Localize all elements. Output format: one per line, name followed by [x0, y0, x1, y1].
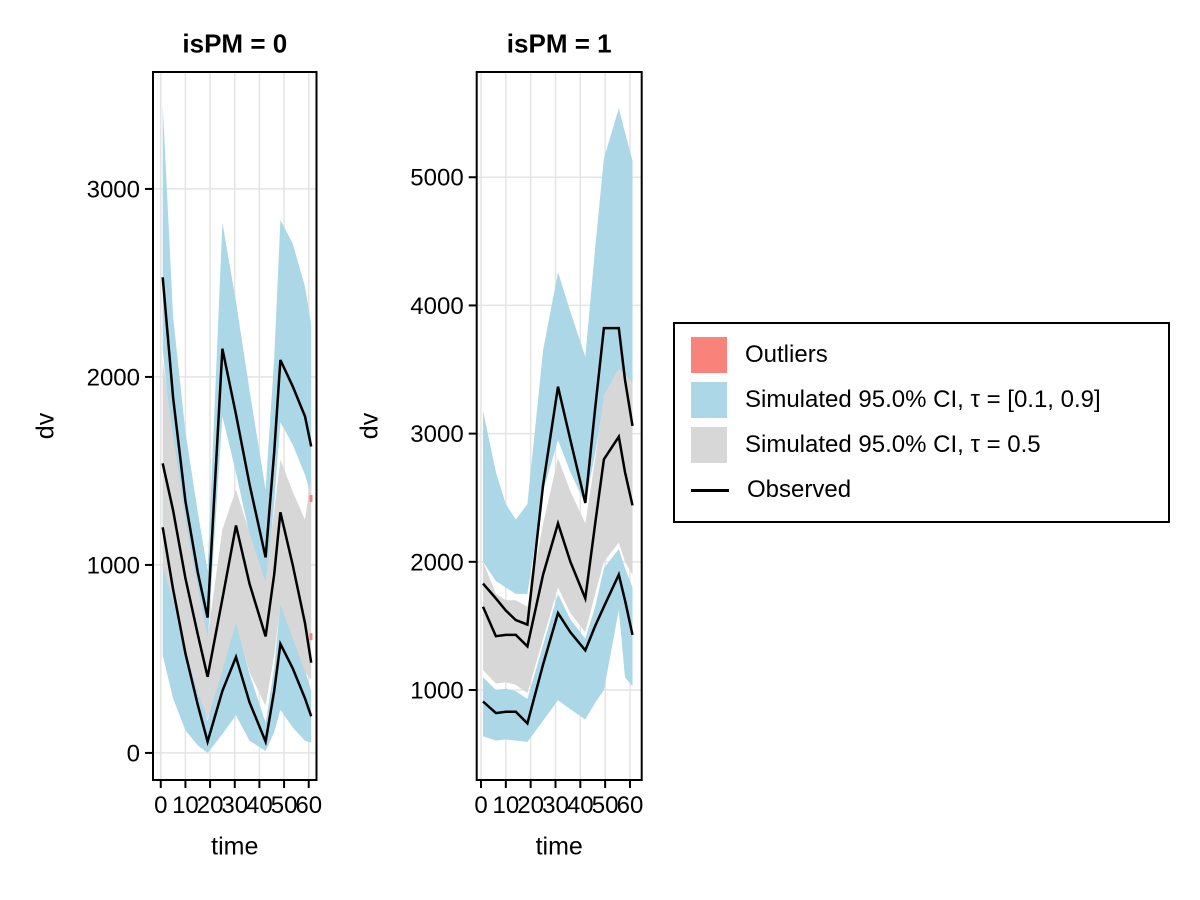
x-tick-label: 20 [517, 792, 544, 819]
panel-border [475, 71, 643, 781]
legend-item-outliers: Outliers [691, 335, 1152, 375]
x-tick-label: 40 [246, 792, 273, 819]
outliers-swatch [691, 336, 727, 373]
x-tick-label: 20 [197, 792, 224, 819]
y-tick-label: 5000 [410, 165, 463, 192]
x-tick-label: 30 [221, 792, 248, 819]
ci-band-sim_ci_10pct [483, 549, 633, 742]
observed-line-observed_p90 [161, 277, 313, 618]
observed-line-observed_p10 [482, 570, 634, 726]
x-tick-label: 30 [542, 792, 569, 819]
y-axis-label-left: dv [31, 412, 60, 440]
x-tick-label: 50 [271, 792, 298, 819]
legend-label-ci-inner: Simulated 95.0% CI, τ = 0.5 [745, 431, 1041, 459]
y-tick-label: 2000 [87, 364, 140, 391]
observed-line-observed_p10 [161, 527, 313, 747]
legend-item-ci-inner: Simulated 95.0% CI, τ = 0.5 [691, 425, 1152, 465]
x-axis-label-left: time [211, 832, 259, 861]
legend: Outliers Simulated 95.0% CI, τ = [0.1, 0… [673, 322, 1170, 523]
legend-item-ci-outer: Simulated 95.0% CI, τ = [0.1, 0.9] [691, 380, 1152, 420]
y-tick-label: 4000 [410, 293, 463, 320]
ci-band-sim_ci_median [162, 360, 312, 720]
y-tick-label: 1000 [87, 552, 140, 579]
y-axis-label-right: dv [355, 412, 384, 440]
y-tick-label: 0 [127, 740, 140, 767]
observed-line-swatch [691, 488, 729, 492]
x-axis-label-right: time [535, 832, 583, 861]
ci-band-sim_ci_90pct [483, 108, 633, 594]
ci-band-sim_ci_median [483, 368, 633, 693]
x-tick-label: 0 [154, 792, 167, 819]
x-tick-label: 60 [617, 792, 644, 819]
legend-label-ci-outer: Simulated 95.0% CI, τ = [0.1, 0.9] [745, 385, 1101, 413]
ci-band-sim_ci_90pct [162, 104, 312, 643]
y-tick-label: 1000 [410, 678, 463, 705]
y-tick-label: 2000 [410, 549, 463, 576]
x-tick-label: 60 [295, 792, 322, 819]
observed-line-observed_p50 [481, 433, 634, 649]
legend-item-observed: Observed [691, 470, 1152, 510]
legend-label-outliers: Outliers [745, 340, 828, 368]
observed-line-observed_p50 [161, 463, 313, 678]
observed-line-observed_p90 [482, 326, 634, 627]
x-tick-label: 10 [492, 792, 519, 819]
legend-label-observed: Observed [747, 476, 852, 504]
x-tick-label: 0 [474, 792, 487, 819]
panel-title-isPM0: isPM = 0 [182, 28, 288, 59]
panel-content [161, 104, 313, 753]
ci-outer-swatch [691, 381, 727, 418]
x-tick-label: 10 [172, 792, 199, 819]
panel-title-isPM1: isPM = 1 [506, 28, 612, 59]
panel-content [481, 108, 634, 742]
x-tick-label: 50 [592, 792, 619, 819]
ci-inner-swatch [691, 427, 727, 464]
y-tick-label: 3000 [87, 176, 140, 203]
x-tick-label: 40 [567, 792, 594, 819]
y-tick-label: 3000 [410, 421, 463, 448]
